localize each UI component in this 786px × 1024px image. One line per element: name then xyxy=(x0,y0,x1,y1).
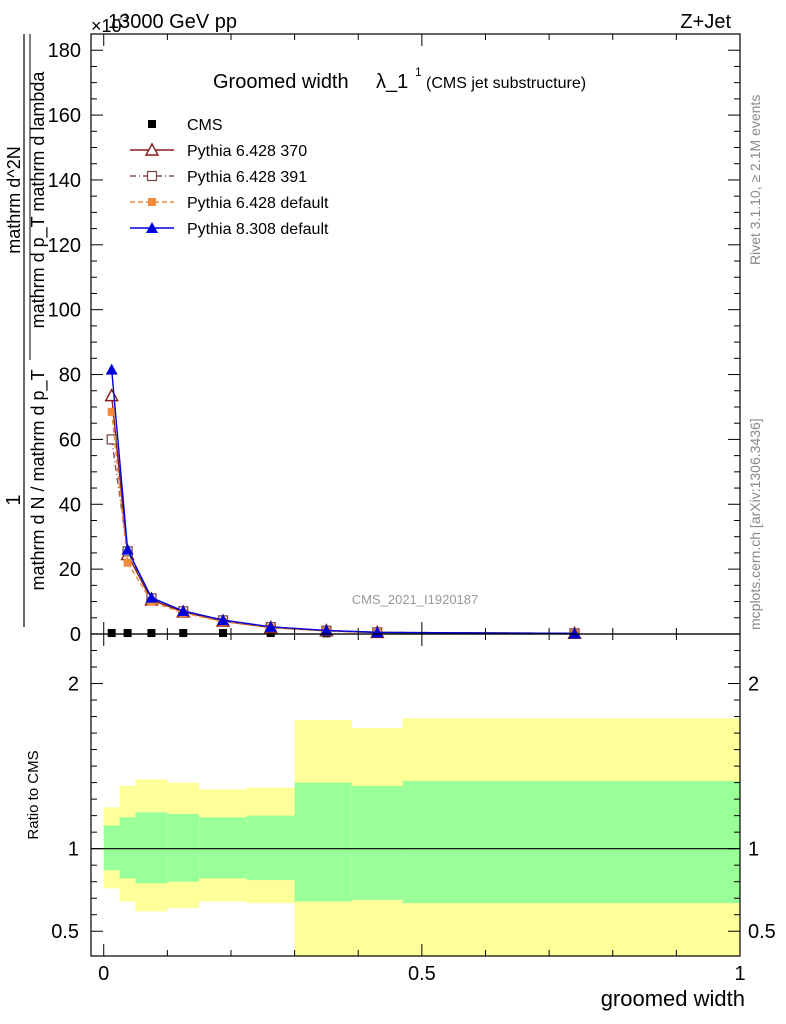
x-axis-label: groomed width xyxy=(601,986,745,1011)
legend-label-2: Pythia 6.428 391 xyxy=(187,169,307,186)
series-0-point-4 xyxy=(219,629,228,638)
xtick-label-2: 1 xyxy=(734,963,745,985)
y-label-main-top: mathrm d^2N xyxy=(4,146,24,253)
process-label: Z+Jet xyxy=(680,11,731,33)
ratio-ytick-label-left-0: 0.5 xyxy=(51,921,79,943)
ratio-inner-band-6 xyxy=(294,782,352,902)
title-sub: (CMS jet substructure) xyxy=(426,75,586,92)
exponent-power: -3 xyxy=(118,11,129,25)
series-4-point-0 xyxy=(105,363,118,375)
y-label-main-bottom: mathrm d p_T mathrm d lambda xyxy=(28,71,49,329)
ratio-ytick-label-right-2: 2 xyxy=(748,674,759,696)
series-4-point-6 xyxy=(320,624,333,636)
main-series xyxy=(104,363,582,640)
ratio-inner-band-7 xyxy=(351,785,403,900)
main-ytick-label-5: 100 xyxy=(48,300,81,322)
main-ytick-label-4: 80 xyxy=(59,365,81,387)
ratio-inner-band-2 xyxy=(135,812,168,884)
ratio-bands xyxy=(103,718,740,956)
y-label-frac-bottom: mathrm d N / mathrm d p_T xyxy=(28,369,49,590)
series-4-point-7 xyxy=(371,626,384,638)
ratio-ytick-label-left-1: 1 xyxy=(68,839,79,861)
series-4-point-1 xyxy=(121,543,134,555)
ratio-y-label: Ratio to CMS xyxy=(25,750,42,839)
main-ytick-label-1: 20 xyxy=(59,559,81,581)
legend-marker-0 xyxy=(148,120,156,128)
series-3 xyxy=(107,407,579,638)
series-3-point-1 xyxy=(123,558,132,567)
series-4-point-5 xyxy=(264,620,277,632)
xtick-label-0: 0 xyxy=(98,963,109,985)
series-4-point-8 xyxy=(568,627,581,639)
ratio-inner-band-8 xyxy=(402,780,740,904)
series-2-point-0 xyxy=(106,434,117,445)
series-3-point-0 xyxy=(107,407,116,416)
main-y-axis: 0 20 40 60 80 100 120 140 160 180 xyxy=(48,40,740,646)
ratio-y-axis: 0.5 0.5 1 1 2 2 xyxy=(51,650,776,943)
ratio-inner-band-4 xyxy=(199,817,247,879)
series-0-point-1 xyxy=(123,629,132,638)
series-1 xyxy=(104,388,582,640)
title-main: Groomed width xyxy=(213,71,349,93)
series-2 xyxy=(106,434,580,639)
x-axis: 0 0.5 1 xyxy=(98,34,746,985)
main-ytick-label-3: 60 xyxy=(59,429,81,451)
legend-label-4: Pythia 8.308 default xyxy=(187,221,329,238)
y-label-one: 1 xyxy=(3,494,25,505)
series-0-point-0 xyxy=(107,629,116,638)
legend-label-0: CMS xyxy=(187,117,223,134)
main-ytick-label-2: 40 xyxy=(59,494,81,516)
ratio-frame xyxy=(90,633,741,957)
legend-marker-4 xyxy=(146,222,158,233)
series-4 xyxy=(105,363,581,639)
ratio-inner-band-5 xyxy=(246,815,295,881)
series-1-point-0 xyxy=(104,388,119,402)
ratio-ytick-label-right-1: 1 xyxy=(748,839,759,861)
mcplots-label: mcplots.cern.ch [arXiv:1306.3436] xyxy=(747,418,763,630)
series-0-point-3 xyxy=(179,629,188,638)
series-line-3 xyxy=(110,411,575,635)
rivet-label: Rivet 3.1.10, ≥ 2.1M events xyxy=(747,95,763,265)
ratio-ytick-label-left-2: 2 xyxy=(68,674,79,696)
main-ytick-label-0: 0 xyxy=(70,624,81,646)
main-ytick-label-8: 160 xyxy=(48,105,81,127)
series-4-point-2 xyxy=(145,591,158,603)
ratio-inner-band-0 xyxy=(103,825,120,871)
series-line-4 xyxy=(110,369,575,635)
legend-marker-2 xyxy=(146,170,158,182)
series-line-1 xyxy=(110,395,575,635)
legend-label-1: Pythia 6.428 370 xyxy=(187,143,307,160)
series-line-2 xyxy=(110,439,575,635)
legend-marker-3 xyxy=(148,198,156,206)
series-4-point-4 xyxy=(217,614,230,626)
ratio-inner-band-1 xyxy=(119,817,136,879)
main-ytick-label-6: 120 xyxy=(48,235,81,257)
ratio-inner-band-3 xyxy=(167,813,200,882)
title-sup: 1 xyxy=(415,65,422,79)
energy-label: 13000 GeV pp xyxy=(108,11,237,33)
ratio-ytick-label-right-0: 0.5 xyxy=(748,921,776,943)
exponent-label: ×10 xyxy=(91,16,122,36)
main-ytick-label-7: 140 xyxy=(48,170,81,192)
series-4-point-3 xyxy=(177,604,190,616)
legend-label-3: Pythia 6.428 default xyxy=(187,195,329,212)
main-ytick-label-9: 180 xyxy=(48,40,81,62)
legend-marker-1 xyxy=(144,142,160,156)
legend: CMS Pythia 6.428 370 Pythia 6.428 391 Pythi… xyxy=(130,117,329,238)
xtick-label-1: 0.5 xyxy=(408,963,436,985)
analysis-watermark: CMS_2021_I1920187 xyxy=(352,592,479,607)
series-0-point-2 xyxy=(147,629,156,638)
title-lambda: λ_1 xyxy=(376,71,408,93)
